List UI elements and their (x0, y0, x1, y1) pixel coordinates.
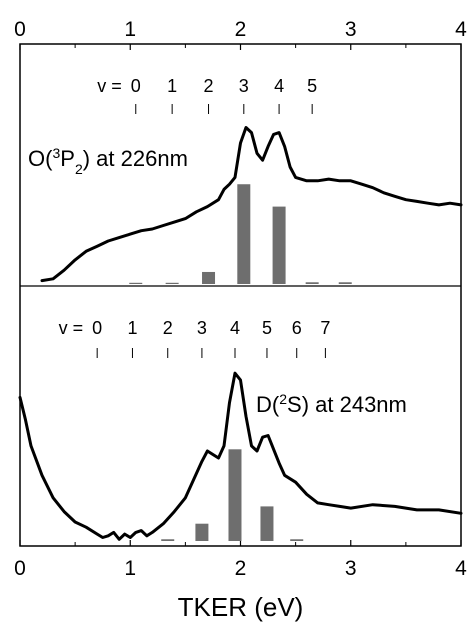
vib-level-label-bottom-0: 0 (92, 318, 102, 338)
vib-prefix-top: v = (97, 76, 122, 96)
bottom-x-axis: 0 1 2 3 4 (14, 540, 467, 580)
top-tick-label: 4 (455, 18, 467, 41)
vib-level-label-bottom-5: 5 (262, 318, 272, 338)
top-tick-label: 0 (14, 18, 26, 41)
vib-level-label-bottom-6: 6 (292, 318, 302, 338)
x-axis-label: TKER (eV) (178, 592, 304, 622)
series-line-top (40, 126, 463, 283)
vib-level-label-bottom-3: 3 (197, 318, 207, 338)
panel-top: v = 0 1 2 3 4 5 O(3P2) at 226nm (28, 76, 463, 284)
bottom-tick-label: 4 (455, 557, 467, 580)
vib-level-label-top-0: 0 (131, 76, 141, 96)
bar-top-4 (272, 206, 286, 284)
vib-level-label-bottom-4: 4 (230, 318, 240, 338)
vib-level-label-top-1: 1 (167, 76, 177, 96)
bottom-tick-label: 3 (345, 557, 357, 580)
vib-level-label-top-2: 2 (204, 76, 214, 96)
vib-level-label-top-3: 3 (239, 76, 249, 96)
bar-top-5 (305, 282, 319, 284)
panel-label-bottom: D(2S) at 243nm (256, 391, 407, 417)
vib-prefix-bottom: v = (59, 318, 84, 338)
bar-bottom-1 (195, 523, 209, 541)
panel-bottom: v = 0 1 2 3 4 5 6 7 D(2S) at 243nm (18, 318, 463, 541)
top-tick-label: 3 (345, 18, 357, 41)
vib-level-label-bottom-1: 1 (127, 318, 137, 338)
panel-label-top: O(3P2) at 226nm (28, 145, 188, 177)
bar-top-6 (338, 282, 352, 284)
top-x-axis: 0 1 2 3 4 (14, 18, 467, 50)
bar-bottom-2 (228, 449, 242, 541)
series-line-bottom (18, 371, 463, 541)
bar-top-2 (202, 271, 216, 284)
bar-top-0 (129, 282, 143, 284)
vib-level-label-bottom-7: 7 (320, 318, 330, 338)
bar-top-3 (237, 184, 251, 284)
top-tick-label: 1 (124, 18, 136, 41)
bar-top-1 (165, 282, 179, 284)
bar-bottom-4 (290, 539, 304, 541)
top-tick-label: 2 (235, 18, 247, 41)
bar-bottom-3 (260, 506, 274, 541)
bottom-tick-label: 1 (124, 557, 136, 580)
vib-level-label-top-5: 5 (307, 76, 317, 96)
vib-level-label-top-4: 4 (274, 76, 284, 96)
vib-level-label-bottom-2: 2 (163, 318, 173, 338)
bar-bottom-0 (161, 539, 175, 541)
bottom-tick-label: 2 (235, 557, 247, 580)
bottom-tick-label: 0 (14, 557, 26, 580)
